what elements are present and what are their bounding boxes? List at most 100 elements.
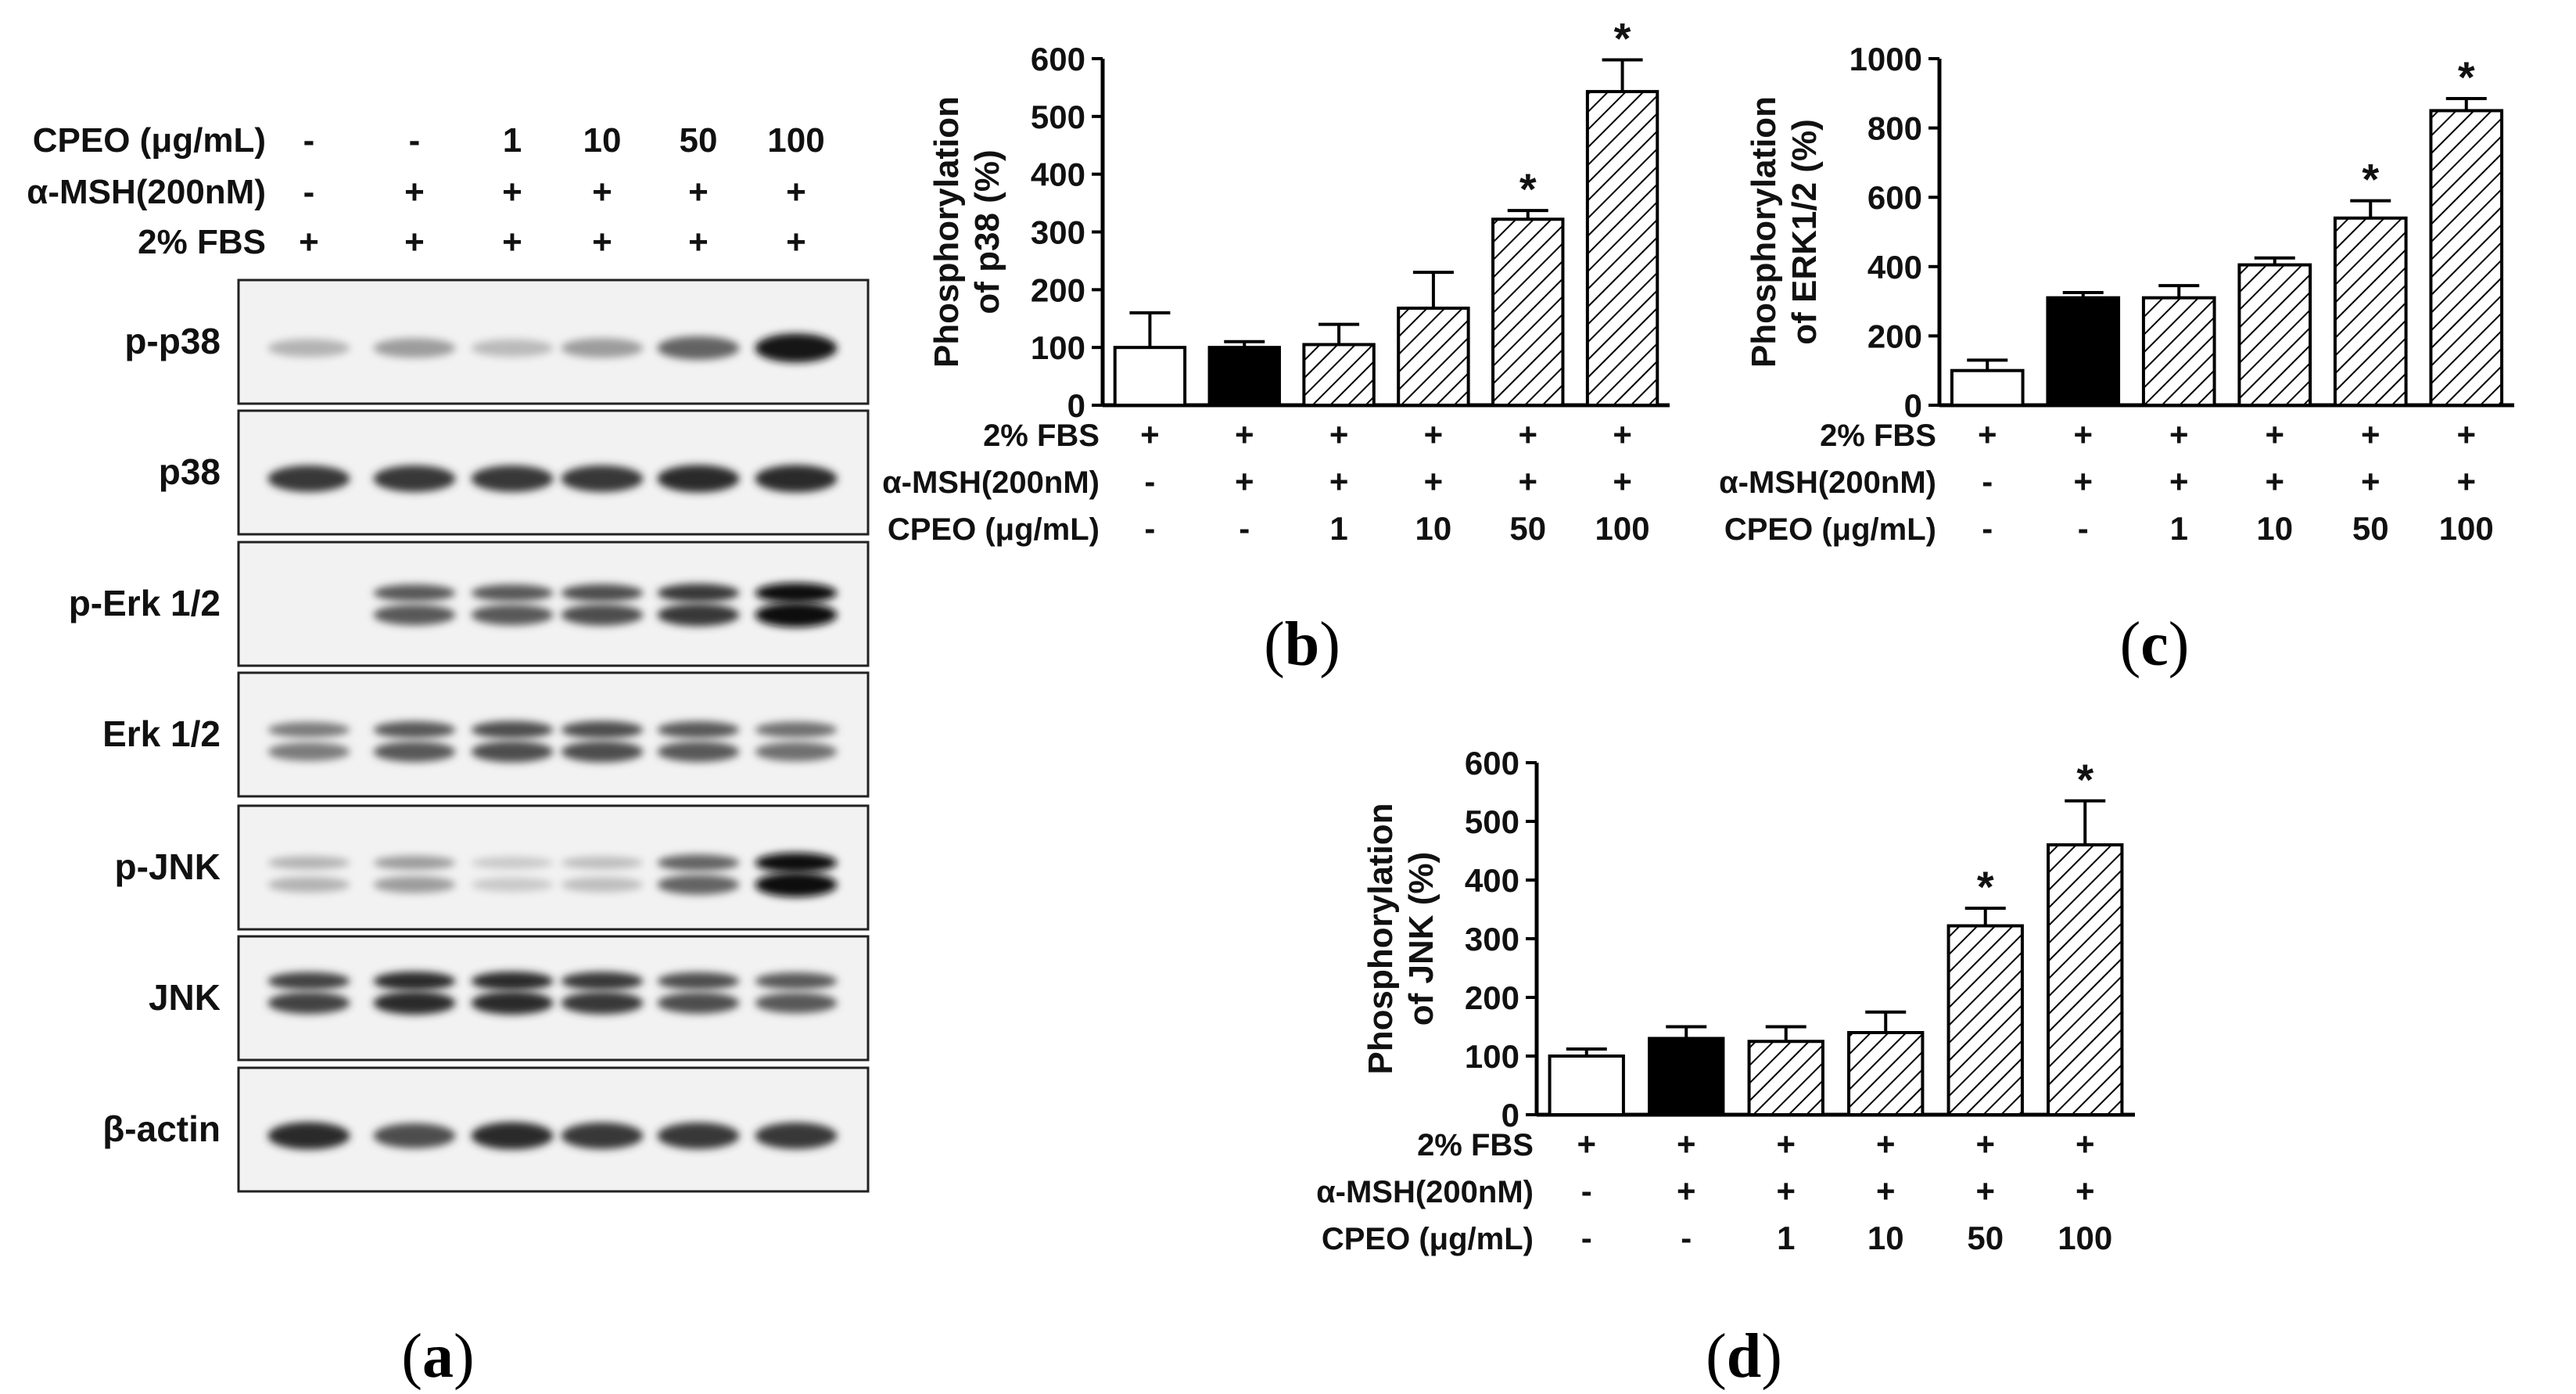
y-tick-label: 600 xyxy=(1465,745,1519,781)
y-axis-label: Phosphorylation xyxy=(1362,803,1400,1074)
blot-band xyxy=(561,972,644,990)
condition-value: 50 xyxy=(1967,1220,2004,1256)
blot-band xyxy=(561,877,644,893)
blot-condition-value: + xyxy=(786,223,806,261)
blot-condition-value: - xyxy=(303,173,315,211)
y-axis-label: Phosphorylation xyxy=(1745,96,1783,368)
bar xyxy=(2237,263,2312,407)
bar xyxy=(1113,346,1187,407)
condition-label: α-MSH(200nM) xyxy=(1316,1175,1534,1209)
condition-label: α-MSH(200nM) xyxy=(1719,465,1936,500)
panel-caption-a: (a) xyxy=(401,1322,474,1391)
bar-chart-p38: 0 100 200 300 400 500 600 Phosphorylation of p38… xyxy=(882,13,1670,679)
blot-band xyxy=(471,741,554,763)
condition-value: + xyxy=(1329,416,1349,453)
blot-band xyxy=(657,972,740,990)
blot-band xyxy=(755,853,838,873)
y-tick-label: 200 xyxy=(1465,979,1519,1016)
blot-band xyxy=(267,972,350,990)
condition-value: + xyxy=(1329,463,1349,500)
significance-marker: * xyxy=(2076,755,2093,804)
blot-condition-value: + xyxy=(592,173,612,211)
blot-band xyxy=(561,465,644,492)
blot-band xyxy=(657,1122,740,1149)
y-tick-label: 200 xyxy=(1867,318,1922,354)
significance-marker: * xyxy=(2458,52,2475,102)
blot-band xyxy=(561,991,644,1015)
blot-band xyxy=(755,721,838,738)
condition-value: 100 xyxy=(1595,510,1650,547)
blot-band xyxy=(373,604,456,626)
blot-row-label: JNK xyxy=(149,977,221,1018)
y-axis-label: Phosphorylation xyxy=(927,96,966,368)
condition-value: + xyxy=(2265,463,2284,500)
blot-band xyxy=(657,875,740,895)
condition-value: + xyxy=(2073,463,2093,500)
blot-band xyxy=(561,720,644,739)
blot-band xyxy=(471,584,554,602)
bar-chart-jnk: 0 100 200 300 400 500 600 Phosphorylation of JNK… xyxy=(1316,745,2135,1391)
y-axis-label: of JNK (%) xyxy=(1402,852,1440,1026)
blot-band xyxy=(755,333,838,363)
blot-band xyxy=(267,1122,350,1150)
y-tick-label: 500 xyxy=(1465,803,1519,840)
condition-value: 10 xyxy=(2256,510,2293,547)
blot-band xyxy=(471,465,554,492)
blot-band xyxy=(755,742,838,762)
blot-strip xyxy=(237,541,870,667)
blot-band xyxy=(373,855,456,870)
blot-band xyxy=(755,972,838,990)
blot-band xyxy=(561,338,644,358)
blot-condition-label: α-MSH(200nM) xyxy=(27,173,266,211)
condition-value: + xyxy=(1975,1173,1995,1209)
condition-value: + xyxy=(2076,1173,2095,1209)
condition-value: + xyxy=(2361,416,2380,453)
condition-label: CPEO (μg/mL) xyxy=(888,512,1100,547)
blot-condition-value: + xyxy=(688,173,709,211)
blot-condition-value: - xyxy=(303,121,315,160)
blot-band xyxy=(755,583,838,603)
significance-marker: * xyxy=(1614,13,1631,63)
blot-row-label: Erk 1/2 xyxy=(102,713,221,754)
blot-condition-value: 1 xyxy=(503,121,522,160)
condition-value: + xyxy=(1677,1126,1696,1162)
condition-value: 100 xyxy=(2058,1220,2112,1256)
y-tick-label: 200 xyxy=(1031,271,1085,308)
bar xyxy=(1302,343,1376,408)
bar xyxy=(2333,216,2408,407)
blot-band xyxy=(471,877,554,893)
condition-value: + xyxy=(2169,416,2189,453)
condition-value: - xyxy=(1982,510,1993,547)
condition-label: CPEO (μg/mL) xyxy=(1322,1222,1534,1256)
blot-band xyxy=(755,872,838,897)
blot-band xyxy=(471,991,554,1015)
y-tick-label: 0 xyxy=(1904,387,1922,424)
blot-condition-value: + xyxy=(592,223,612,261)
condition-value: - xyxy=(1681,1220,1692,1256)
condition-value: + xyxy=(1776,1126,1796,1162)
panel-caption-d: (d) xyxy=(1706,1322,1782,1391)
condition-value: + xyxy=(1424,416,1444,453)
condition-value: + xyxy=(1975,1126,1995,1162)
condition-value: 100 xyxy=(2439,510,2494,547)
significance-marker: * xyxy=(1977,862,1994,911)
blot-condition-value: + xyxy=(404,223,425,261)
y-tick-label: 300 xyxy=(1031,214,1085,251)
y-tick-label: 400 xyxy=(1867,249,1922,286)
condition-value: 1 xyxy=(2170,510,2188,547)
bar xyxy=(1847,1031,1925,1116)
panel-caption-c: (c) xyxy=(2120,610,2190,679)
blot-band xyxy=(471,720,554,739)
blot-band xyxy=(373,721,456,738)
bar xyxy=(2047,843,2124,1116)
bar xyxy=(1397,306,1470,407)
blot-band xyxy=(471,972,554,991)
blot-band xyxy=(657,465,740,493)
y-tick-label: 400 xyxy=(1465,862,1519,899)
blot-band xyxy=(561,741,644,763)
condition-value: + xyxy=(2456,463,2476,500)
condition-value: 1 xyxy=(1777,1220,1795,1256)
blot-band xyxy=(373,741,456,763)
blot-row-label: β-actin xyxy=(102,1108,221,1149)
blot-band xyxy=(657,741,740,763)
